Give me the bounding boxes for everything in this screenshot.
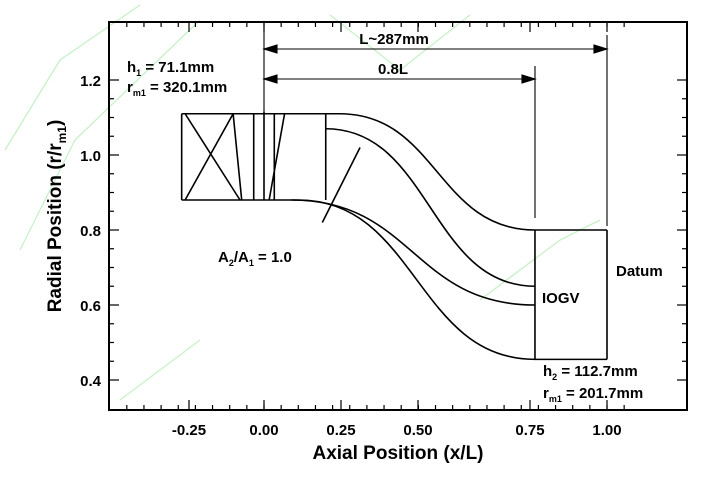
x-tick-label: 0.50 — [403, 422, 432, 439]
hub-curve — [298, 199, 607, 361]
length-total-label: L~287mm — [359, 31, 429, 48]
mid-streamline — [325, 127, 535, 288]
y-axis-title: Radial Position (r/rm1) — [45, 120, 69, 313]
x-tick-label: -0.25 — [172, 422, 206, 439]
plot-frame — [108, 21, 688, 411]
y-tick-label: 1.2 — [80, 73, 101, 90]
outlet-radius-label: rm1 = 201.7mm — [543, 385, 643, 404]
x-tick-labels: -0.25 0.00 0.25 0.50 0.75 1.00 — [172, 422, 622, 439]
lower-streamline — [291, 199, 535, 306]
x-tick-label: 0.75 — [515, 422, 544, 439]
y-tick-label: 0.8 — [80, 223, 101, 240]
blade-line — [184, 113, 234, 201]
length-partial-label: 0.8L — [378, 61, 408, 78]
arrowhead — [593, 44, 609, 54]
arrowhead — [262, 74, 278, 84]
x-tick-label: 0.25 — [326, 422, 355, 439]
y-tick-label: 1.0 — [80, 148, 101, 165]
watermark-lines — [4, 4, 601, 401]
y-tick-label: 0.6 — [80, 298, 101, 315]
iogv-label: IOGV — [542, 290, 580, 307]
inlet-radius-label: rm1 = 320.1mm — [127, 79, 227, 98]
dimension-lines — [262, 28, 609, 226]
x-axis-title: Axial Position (x/L) — [312, 443, 483, 464]
y-tick-label: 0.4 — [80, 373, 102, 390]
shroud-curve — [325, 112, 607, 231]
outlet-height-label: h2 = 112.7mm — [543, 363, 638, 382]
inlet-height-label: h1 = 71.1mm — [127, 59, 214, 78]
blade-line — [321, 147, 361, 223]
blade-line — [268, 113, 286, 201]
blade-line — [184, 113, 241, 201]
duct-geometry — [180, 111, 608, 361]
arrowhead — [521, 74, 537, 84]
arrowhead — [262, 44, 278, 54]
blade-line — [232, 113, 243, 201]
y-tick-labels: 0.4 0.6 0.8 1.0 1.2 — [80, 73, 102, 390]
x-tick-label: 0.00 — [249, 422, 278, 439]
datum-label: Datum — [616, 263, 663, 280]
x-tick-label: 1.00 — [592, 422, 621, 439]
area-ratio-label: A2/A1 = 1.0 — [218, 249, 292, 268]
